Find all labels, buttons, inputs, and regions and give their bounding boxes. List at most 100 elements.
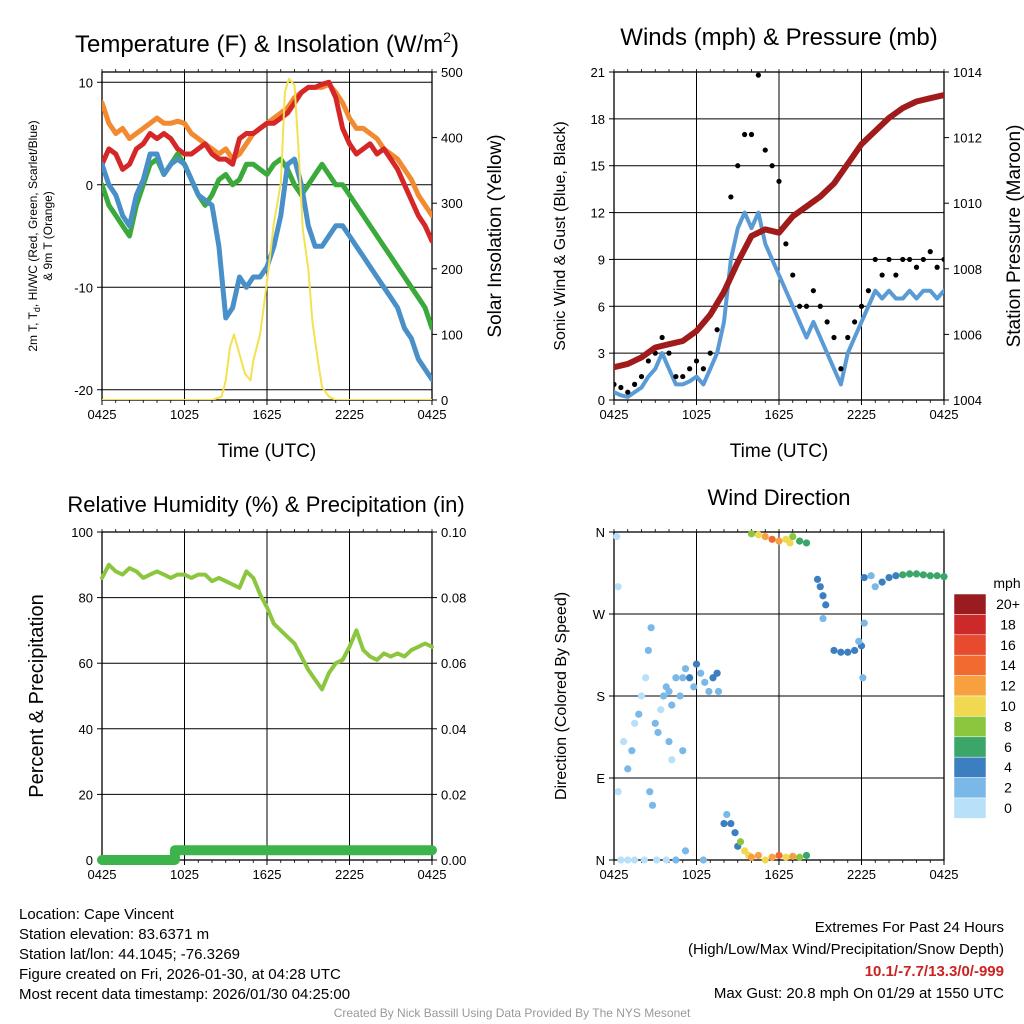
gust-point <box>920 256 926 263</box>
gust-point <box>776 178 782 184</box>
station-info: Location: Cape Vincent Station elevation… <box>19 905 350 1005</box>
wdir-point <box>822 601 830 609</box>
rh-y2tick-label: 0.04 <box>441 722 466 737</box>
wdir-point <box>855 637 863 645</box>
wdir-point <box>940 573 948 581</box>
wdir-ytick-label: N <box>596 525 605 540</box>
temp-ytick-label: 10 <box>79 75 93 90</box>
gust-point <box>858 303 865 309</box>
wind-y2tick-label: 1014 <box>953 65 982 80</box>
wind-ytick-label: 18 <box>591 112 605 127</box>
wdir-ytick-label: W <box>593 607 606 622</box>
gust-point <box>927 249 933 255</box>
wind-ytick-label: 21 <box>591 65 605 80</box>
temp-ytick-label: -10 <box>74 280 93 295</box>
wind-ytick-label: 15 <box>591 159 605 174</box>
wdir-frame <box>613 531 945 861</box>
latlon-text: Station lat/lon: 44.1045; -76.3269 <box>19 946 241 963</box>
wdir-point <box>692 660 701 668</box>
wind-xtick-label: 0425 <box>930 407 959 422</box>
temp-series-line <box>102 77 432 400</box>
gust-point <box>797 303 803 309</box>
wdir-point <box>768 535 776 543</box>
wdir-point <box>906 570 914 578</box>
wdir-point <box>919 571 927 579</box>
legend-swatch <box>953 797 987 819</box>
gust-point <box>865 288 871 294</box>
wdir-point <box>802 539 811 547</box>
gust-point <box>783 241 789 247</box>
gust-point <box>886 256 892 263</box>
gust-point <box>693 358 700 364</box>
wdir-point <box>747 530 756 538</box>
legend-label: 18 <box>1000 616 1016 632</box>
legend-label: 4 <box>1004 759 1012 775</box>
rh-ytick-label: 40 <box>79 722 93 737</box>
temp-ylabel-sub: d <box>32 307 42 312</box>
temp-ytick-label: 0 <box>86 178 93 193</box>
wdir-point <box>741 847 749 855</box>
rh-xtick-label: 0425 <box>88 867 117 882</box>
wdir-point <box>648 801 657 809</box>
gust-point <box>900 256 906 263</box>
wdir-point <box>727 819 735 828</box>
rh-y2tick-label: 0.10 <box>441 525 466 540</box>
wind-xtick-label: 1625 <box>765 407 794 422</box>
wdir-point <box>720 819 728 828</box>
wdir-point <box>754 851 762 860</box>
wdir-point <box>701 678 709 686</box>
temp-xlabel: Time (UTC) <box>218 441 317 462</box>
gust-point <box>762 147 768 153</box>
credit-text: Created By Nick Bassill Using Data Provi… <box>333 1006 691 1020</box>
wind-y2tick-label: 1010 <box>953 196 982 211</box>
precip-line <box>97 845 437 865</box>
legend-label: 10 <box>1000 698 1016 714</box>
wind-ytick-label: 6 <box>598 299 605 314</box>
rh-ytick-label: 100 <box>71 525 93 540</box>
legend-swatch <box>953 695 987 717</box>
wdir-point <box>723 810 731 819</box>
wdir-point <box>686 674 694 682</box>
wind-chart: 0425 1025 1625 2225 042503691215182110041006… <box>552 24 1024 462</box>
wdir-point <box>657 706 665 714</box>
gust-point <box>700 366 706 372</box>
wdir-point <box>731 829 739 837</box>
wind-frame <box>613 71 945 401</box>
wdir-point <box>878 578 886 586</box>
max-gust-text: Max Gust: 20.8 mph On 01/29 at 1550 UTC <box>713 985 1004 1002</box>
wdir-point <box>899 571 907 579</box>
wdir-point <box>813 575 822 583</box>
gust-point <box>803 303 810 309</box>
wdir-point <box>844 648 852 656</box>
gust-point <box>831 334 837 341</box>
wdir-point <box>620 737 628 746</box>
gust-point <box>907 256 913 263</box>
recent-data-text: Most recent data timestamp: 2026/01/30 0… <box>19 986 351 1003</box>
temp-ylabel-rest: , HI/WC (Red, Green, Scarlet/Blue) <box>26 120 40 307</box>
wind-y2tick-label: 1006 <box>953 327 982 342</box>
rh-frame <box>101 531 433 861</box>
gust-point <box>680 373 686 380</box>
temp-ytick-label: -20 <box>74 383 93 398</box>
wdir-point <box>681 665 690 673</box>
wdir-ytick-label: E <box>596 771 605 786</box>
wdir-point <box>837 648 845 656</box>
temp-title: Temperature (F) & Insolation (W/m2) <box>75 29 459 58</box>
wind-y2label: Station Pressure (Maroon) <box>1004 125 1024 348</box>
gust-point <box>632 381 638 387</box>
temp-y2tick-label: 100 <box>441 327 463 342</box>
gust-point <box>810 288 816 294</box>
rh-xtick-label: 1025 <box>170 867 199 882</box>
gust-point <box>941 256 944 263</box>
extremes-subtitle: (High/Low/Max Wind/Precipitation/Snow De… <box>688 941 1004 958</box>
wdir-point <box>796 537 804 545</box>
wdir-point <box>668 756 676 764</box>
wind-xlabel: Time (UTC) <box>730 441 829 462</box>
gust-point <box>638 373 645 380</box>
wdir-point <box>644 646 652 655</box>
gust-point <box>707 350 713 356</box>
legend-label: 14 <box>1000 657 1016 673</box>
wdir-point <box>668 701 676 709</box>
location-text: Location: Cape Vincent <box>19 906 174 923</box>
temp-xtick-label: 0425 <box>418 407 447 422</box>
